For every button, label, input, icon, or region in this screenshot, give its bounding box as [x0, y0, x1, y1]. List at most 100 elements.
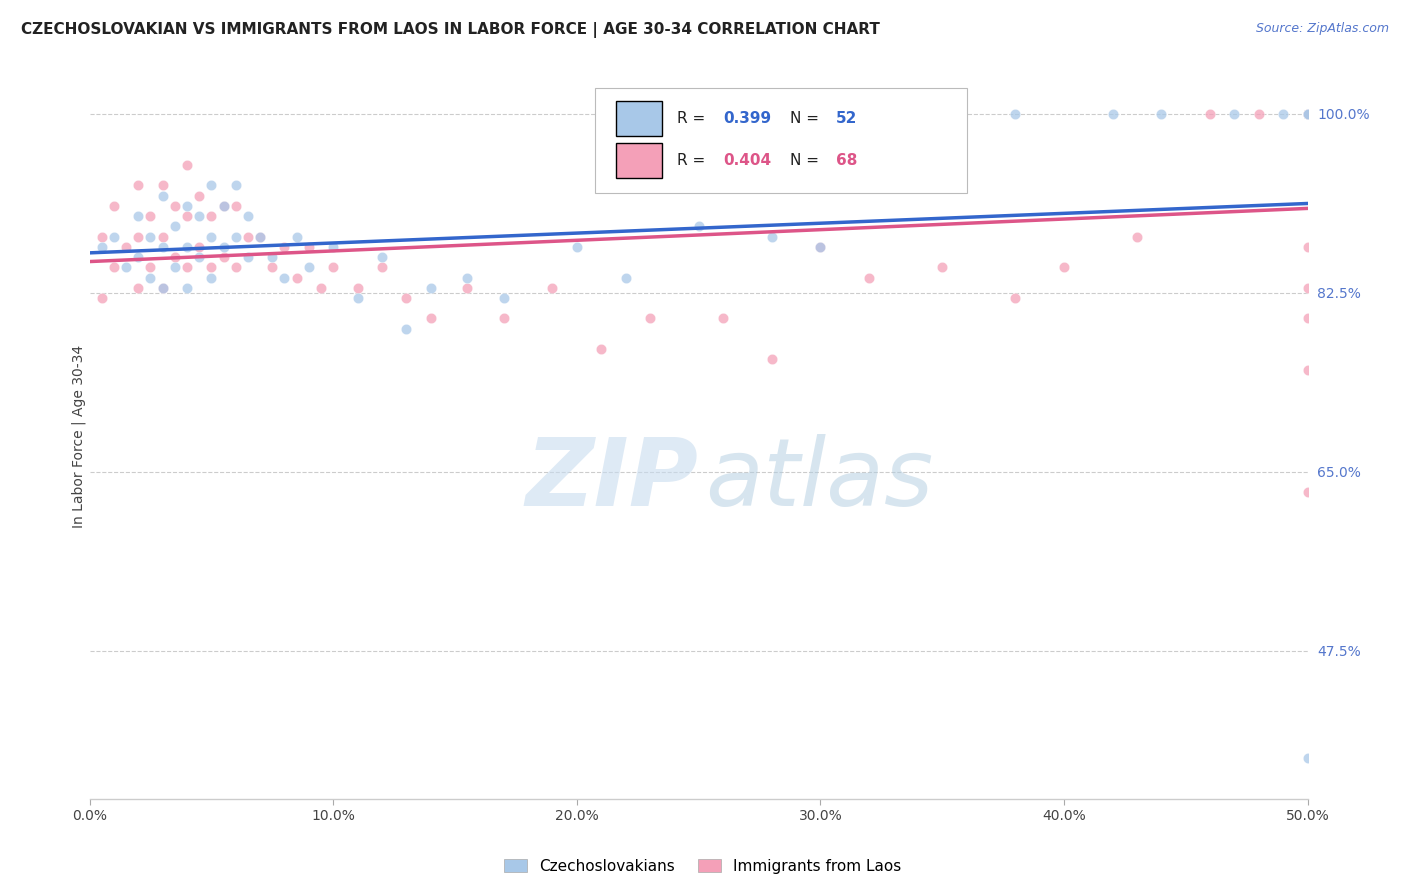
Point [1053, 260, 1076, 275]
Point [565, 240, 588, 254]
Point [309, 281, 332, 295]
Point [591, 342, 613, 356]
Point [103, 260, 125, 275]
Point [212, 199, 235, 213]
Point [273, 240, 295, 254]
Text: 52: 52 [837, 112, 858, 127]
Point [139, 209, 162, 223]
Point [249, 229, 271, 244]
Point [127, 209, 149, 223]
Point [285, 270, 308, 285]
Point [1296, 107, 1319, 121]
Legend: Czechoslovakians, Immigrants from Laos: Czechoslovakians, Immigrants from Laos [498, 853, 908, 880]
Point [371, 260, 394, 275]
Point [176, 281, 198, 295]
Text: N =: N = [790, 153, 824, 168]
Point [298, 260, 321, 275]
Point [1296, 281, 1319, 295]
Point [152, 281, 174, 295]
Point [152, 281, 174, 295]
Text: 0.399: 0.399 [723, 112, 770, 127]
Point [395, 291, 418, 305]
Point [1296, 311, 1319, 326]
Point [152, 178, 174, 193]
Point [419, 311, 441, 326]
Point [225, 199, 247, 213]
Point [139, 260, 162, 275]
Point [1296, 107, 1319, 121]
Point [1296, 362, 1319, 376]
Point [761, 229, 783, 244]
Point [1296, 107, 1319, 121]
Point [1199, 107, 1222, 121]
Point [1101, 107, 1123, 121]
Point [1296, 240, 1319, 254]
Point [139, 270, 162, 285]
Point [808, 240, 831, 254]
Point [188, 240, 211, 254]
Point [638, 311, 661, 326]
Point [212, 240, 235, 254]
Point [273, 270, 295, 285]
Point [761, 352, 783, 367]
Point [808, 240, 831, 254]
Point [456, 270, 478, 285]
Point [249, 229, 271, 244]
Point [127, 178, 149, 193]
Point [419, 281, 441, 295]
Point [225, 178, 247, 193]
Point [1296, 107, 1319, 121]
Point [1296, 107, 1319, 121]
Point [1004, 107, 1026, 121]
Point [127, 229, 149, 244]
Point [90, 240, 112, 254]
Point [346, 291, 368, 305]
Point [188, 188, 211, 202]
Point [395, 321, 418, 335]
Point [188, 250, 211, 264]
Point [1296, 107, 1319, 121]
Point [1296, 751, 1319, 765]
Point [103, 229, 125, 244]
Point [492, 311, 515, 326]
Point [1296, 107, 1319, 121]
Point [492, 291, 515, 305]
Point [139, 229, 162, 244]
Point [1296, 485, 1319, 500]
Point [200, 229, 222, 244]
Point [115, 260, 138, 275]
Text: CZECHOSLOVAKIAN VS IMMIGRANTS FROM LAOS IN LABOR FORCE | AGE 30-34 CORRELATION C: CZECHOSLOVAKIAN VS IMMIGRANTS FROM LAOS … [21, 22, 880, 38]
Point [711, 311, 734, 326]
Point [236, 209, 259, 223]
Point [176, 158, 198, 172]
Text: R =: R = [676, 153, 710, 168]
Point [188, 209, 211, 223]
Point [127, 281, 149, 295]
Text: R =: R = [676, 112, 710, 127]
Point [176, 240, 198, 254]
Point [1247, 107, 1270, 121]
Point [152, 229, 174, 244]
Point [200, 209, 222, 223]
Point [212, 199, 235, 213]
Text: 0.404: 0.404 [723, 153, 770, 168]
Point [225, 260, 247, 275]
FancyBboxPatch shape [616, 143, 662, 178]
Point [1296, 107, 1319, 121]
Point [858, 270, 880, 285]
Point [456, 281, 478, 295]
Point [90, 229, 112, 244]
Point [1296, 107, 1319, 121]
Point [236, 229, 259, 244]
Point [688, 219, 710, 234]
Point [200, 178, 222, 193]
Point [225, 229, 247, 244]
Point [1004, 291, 1026, 305]
Point [212, 250, 235, 264]
Point [262, 260, 284, 275]
Point [236, 250, 259, 264]
FancyBboxPatch shape [595, 87, 966, 193]
Text: ZIP: ZIP [526, 434, 699, 525]
Point [163, 199, 186, 213]
Point [115, 240, 138, 254]
